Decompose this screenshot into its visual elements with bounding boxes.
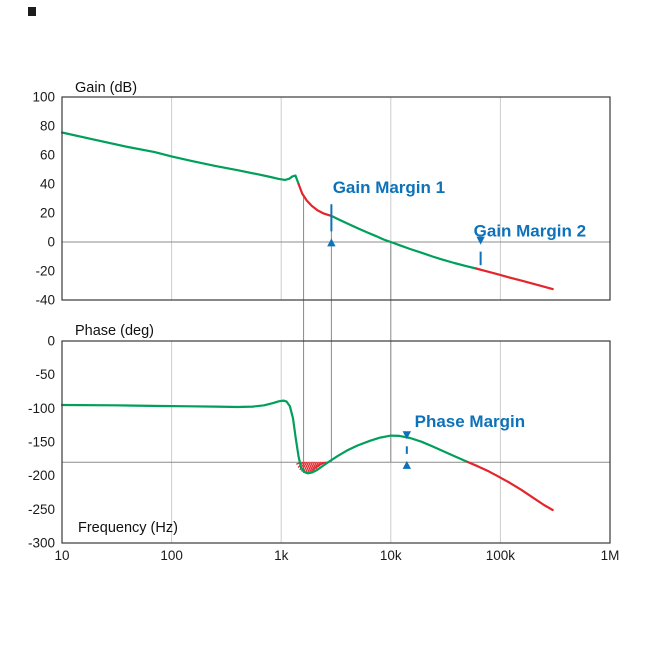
x-tick-label: 1k	[274, 548, 289, 563]
phase-hatch-mark	[308, 461, 315, 474]
gain-ytick-label: 0	[47, 235, 55, 250]
x-tick-label: 10	[54, 548, 69, 563]
phase-ytick-label: -50	[35, 367, 55, 382]
phase-hatch-mark	[306, 461, 313, 474]
gain-plot-border	[61, 96, 611, 301]
gain-margin-1-arrow-head	[327, 238, 336, 247]
phase-ytick-label: -100	[28, 401, 55, 416]
phase-margin-arrow-head	[402, 431, 412, 440]
phase-hatch-mark	[310, 461, 318, 473]
x-tick-label: 100k	[486, 548, 516, 563]
phase-hatch-mark	[304, 461, 311, 474]
phase-plot-border	[61, 340, 611, 544]
gain-ytick-label: 20	[40, 206, 55, 221]
x-tick-label: 1M	[601, 548, 620, 563]
gain-ytick-label: 100	[32, 90, 55, 105]
gain-margin-1-label: Gain Margin 1	[333, 178, 445, 197]
gain-curve-green-2	[330, 214, 478, 270]
gain-margin-2-label: Gain Margin 2	[474, 221, 586, 240]
phase-ytick-label: -300	[28, 536, 55, 551]
phase-margin-label: Phase Margin	[415, 412, 526, 431]
phase-hatch-mark	[315, 461, 322, 470]
gain-ytick-label: 80	[40, 119, 55, 134]
gain-ytick-label: 40	[40, 177, 55, 192]
gain-ytick-label: 60	[40, 148, 55, 163]
phase-ytick-label: 0	[47, 334, 55, 349]
x-tick-label: 100	[160, 548, 183, 563]
gain-curve-red-1	[297, 182, 333, 217]
phase-ytick-label: -150	[28, 435, 55, 450]
phase-hatch-mark	[312, 461, 320, 471]
phase-margin-arrow-head	[402, 460, 412, 469]
phase-ytick-label: -250	[28, 502, 55, 517]
frequency-axis-title: Frequency (Hz)	[78, 520, 178, 536]
stray-mark	[28, 7, 36, 16]
gain-margin-2-arrow-head	[476, 236, 485, 245]
gain-ytick-label: -20	[35, 264, 55, 279]
gain-curve-green-1	[60, 131, 300, 186]
phase-curve-red	[466, 460, 554, 512]
x-tick-label: 10k	[380, 548, 402, 563]
phase-ytick-label: -200	[28, 468, 55, 483]
gain-axis-title: Gain (dB)	[75, 80, 138, 96]
phase-axis-title: Phase (deg)	[75, 323, 154, 339]
gain-curve-red-2	[475, 267, 554, 291]
gain-ytick-label: -40	[35, 293, 55, 308]
phase-curve-green	[60, 399, 469, 475]
